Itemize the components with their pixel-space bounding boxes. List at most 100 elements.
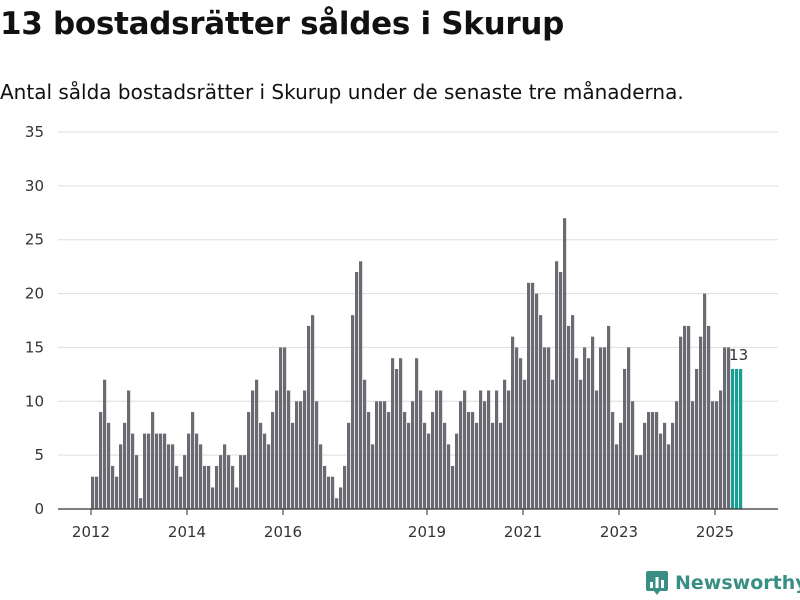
x-tick-label: 2016 [264,523,302,541]
bar [327,476,331,509]
bar [191,412,195,509]
bar [207,465,211,509]
bar [343,465,347,509]
bar [319,444,323,509]
bar [523,379,527,509]
bar [259,422,263,509]
bar [423,422,427,509]
bar [455,433,459,509]
y-tick-label: 10 [25,392,44,410]
bar [567,325,571,509]
bar [279,347,283,509]
bar [375,401,379,509]
bar [639,455,643,509]
bar [611,412,615,509]
bar [631,401,635,509]
bar [147,433,151,509]
bar [595,390,599,509]
chart-subtitle: Antal sålda bostadsrätter i Skurup under… [0,80,684,104]
bar [391,358,395,509]
bar [415,358,419,509]
bar [267,444,271,509]
bar [395,368,399,509]
bar [615,444,619,509]
bar [463,390,467,509]
bar [183,455,187,509]
bar [687,325,691,509]
bar [275,390,279,509]
bar [303,390,307,509]
highlight-bar [739,368,743,509]
bar [131,433,135,509]
bar [643,422,647,509]
bar [323,465,327,509]
bar [511,336,515,509]
bar [379,401,383,509]
bar [499,422,503,509]
bar [235,487,239,509]
bar [331,476,335,509]
bar [487,390,491,509]
bar [355,272,359,509]
bar [223,444,227,509]
bar [619,422,623,509]
bar [479,390,483,509]
y-tick-label: 0 [34,500,44,518]
bar [115,476,119,509]
bar [695,368,699,509]
bar [311,315,315,509]
bar [627,347,631,509]
bar [547,347,551,509]
bar [307,325,311,509]
bar [111,465,115,509]
bar [335,498,339,509]
x-tick-label: 2019 [408,523,446,541]
bar [159,433,163,509]
bar [371,444,375,509]
bar [587,358,591,509]
x-tick-label: 2023 [600,523,638,541]
y-tick-label: 30 [25,177,44,195]
bar [691,401,695,509]
bar [291,422,295,509]
bar [243,455,247,509]
bar [91,476,95,509]
bar [467,412,471,509]
bar [515,347,519,509]
bar [123,422,127,509]
bar [187,433,191,509]
brand-logo[interactable]: Newsworthy [645,570,800,596]
bar-chart-logo-icon [646,571,668,595]
bar [407,422,411,509]
bar [715,401,719,509]
bar [203,465,207,509]
bar [195,433,199,509]
bar [671,422,675,509]
bar [251,390,255,509]
bar [527,282,531,509]
bar [707,325,711,509]
bar [699,336,703,509]
bar [563,218,567,509]
bar [663,422,667,509]
bar [399,358,403,509]
chart-title: 13 bostadsrätter såldes i Skurup [0,6,565,42]
bar [575,358,579,509]
bar [483,401,487,509]
bar [711,401,715,509]
bar [571,315,575,509]
bar [427,433,431,509]
highlight-bar [735,368,739,509]
bar [443,422,447,509]
bar [435,390,439,509]
bar [163,433,167,509]
bar [503,379,507,509]
bar [151,412,155,509]
bar [255,379,259,509]
highlight-value-label: 13 [729,346,748,364]
bar [359,261,363,509]
bar [199,444,203,509]
bar [315,401,319,509]
bar [99,412,103,509]
